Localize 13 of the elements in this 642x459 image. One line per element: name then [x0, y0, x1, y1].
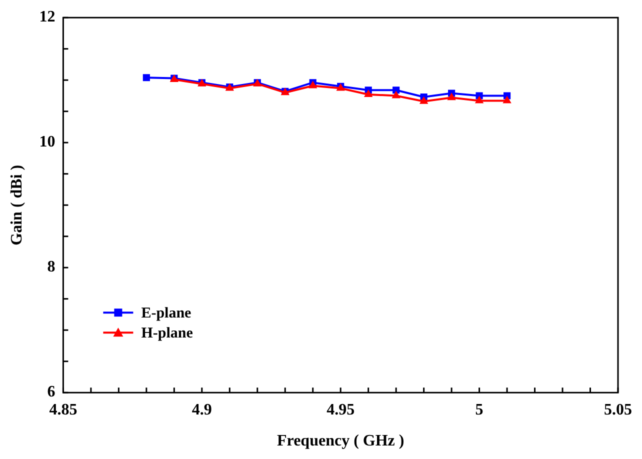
x-tick-label: 4.95 — [326, 401, 355, 418]
x-tick-label: 4.9 — [192, 401, 212, 418]
legend-label: H-plane — [141, 325, 194, 342]
y-tick-label: 12 — [39, 8, 56, 26]
y-tick-label: 8 — [47, 258, 56, 276]
y-tick-label: 10 — [39, 134, 56, 151]
x-tick-label: 4.85 — [49, 401, 78, 418]
legend-label: E-plane — [141, 305, 192, 322]
x-tick-label: 5.05 — [604, 401, 632, 418]
y-tick-label: 6 — [47, 384, 56, 401]
x-axis-title: Frequency ( GHz ) — [276, 432, 404, 450]
x-tick-label: 5 — [475, 401, 484, 418]
y-axis-title: Gain ( dBi ) — [8, 164, 26, 246]
